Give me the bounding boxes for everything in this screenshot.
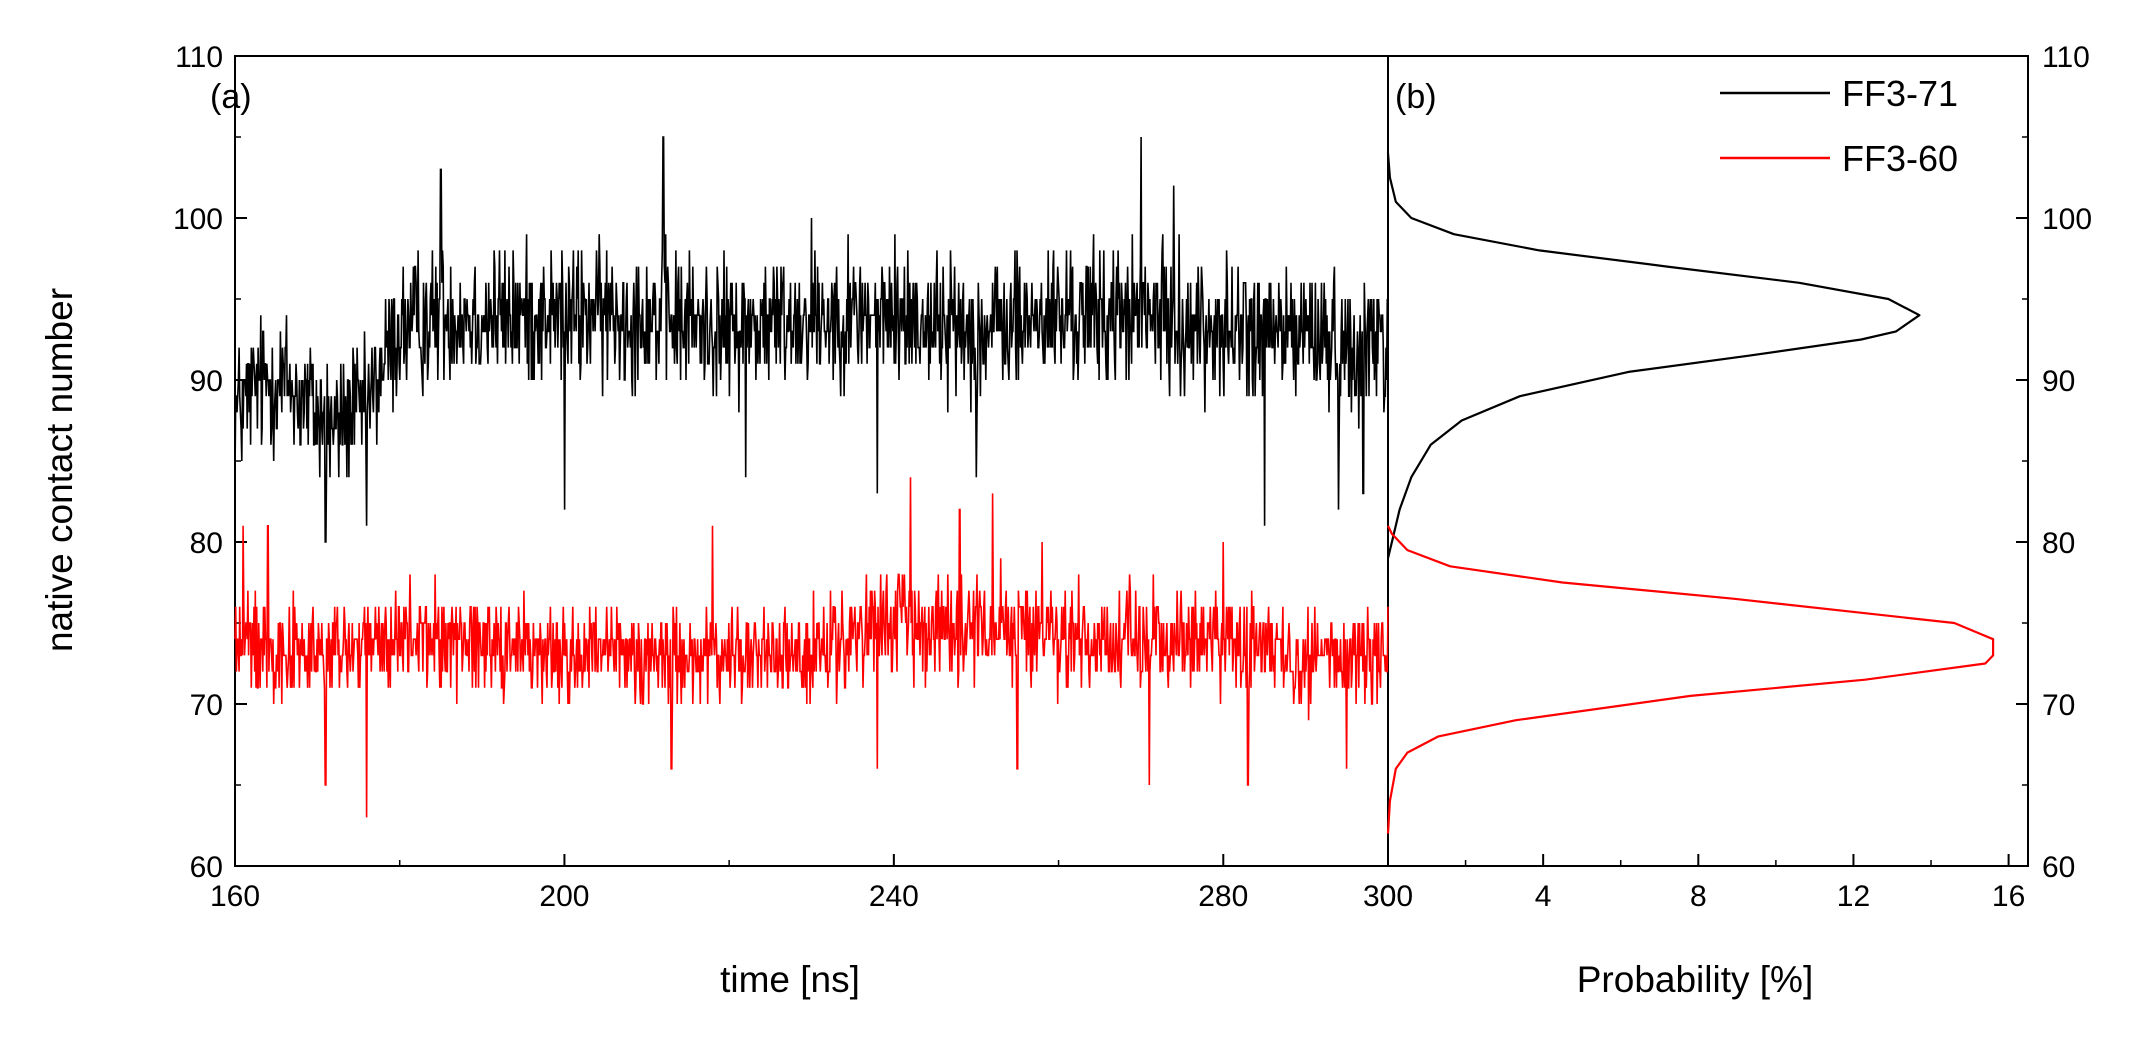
x-tick-label-b: 12 xyxy=(1837,880,1870,913)
panel-a-label: (a) xyxy=(210,78,252,116)
legend-label-ff3-71: FF3-71 xyxy=(1842,73,1958,114)
x-tick-label-b: 16 xyxy=(1992,880,2025,913)
legend: FF3-71 FF3-60 xyxy=(1720,73,1958,179)
y-tick-label-right: 110 xyxy=(2042,41,2090,74)
y-tick-label-right: 60 xyxy=(2042,851,2075,884)
x-tick-label-a: 240 xyxy=(869,880,919,913)
series-distribution-ff3-60 xyxy=(1386,525,1995,834)
y-tick-label-left: 80 xyxy=(190,527,223,560)
series-trace-ff3-71 xyxy=(234,136,1389,543)
y-tick-label-right: 100 xyxy=(2042,203,2092,236)
panel-a-frame xyxy=(234,55,1389,867)
y-tick-label-right: 90 xyxy=(2042,365,2075,398)
y-tick-label-left: 70 xyxy=(190,689,223,722)
x-tick-label-a: 200 xyxy=(539,880,589,913)
x-tick-label-a: 160 xyxy=(210,880,260,913)
y-tick-label-left: 60 xyxy=(190,851,223,884)
y-tick-label-right: 80 xyxy=(2042,527,2075,560)
panel-b-label: (b) xyxy=(1395,78,1437,116)
y-tick-label-left: 110 xyxy=(175,41,223,74)
y-tick-label-left: 90 xyxy=(190,365,223,398)
x-tick-label-a: 300 xyxy=(1363,880,1413,913)
x-tick-label-b: 8 xyxy=(1690,880,1707,913)
y-tick-label-left: 100 xyxy=(173,203,223,236)
panel-b-x-axis-label: Probability [%] xyxy=(1577,959,1814,1000)
series-distribution-ff3-71 xyxy=(1386,153,1921,559)
x-tick-label-b: 0 xyxy=(1380,880,1397,913)
series-trace-ff3-60 xyxy=(234,477,1389,818)
y-tick-label-right: 70 xyxy=(2042,689,2075,722)
legend-label-ff3-60: FF3-60 xyxy=(1842,138,1958,179)
x-tick-label-a: 280 xyxy=(1198,880,1248,913)
x-tick-label-b: 4 xyxy=(1535,880,1552,913)
panel-a-x-axis-label: time [ns] xyxy=(720,959,860,1000)
y-axis-label: native contact number xyxy=(39,288,80,652)
